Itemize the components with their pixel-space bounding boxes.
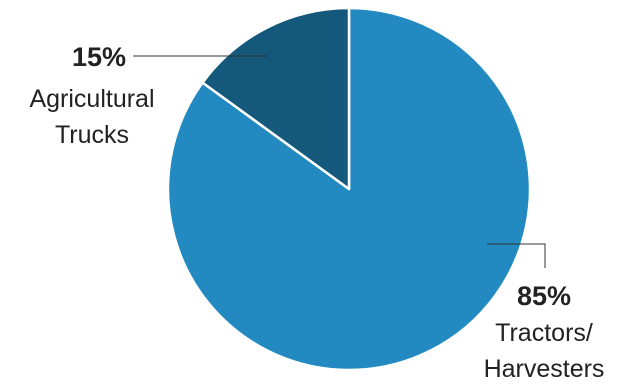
slice-label-agricultural-trucks-line2: Trucks [55, 121, 129, 149]
slice-value-label-agricultural-trucks: 15% [72, 42, 126, 72]
slice-value-label-tractors-harvesters: 85% [517, 281, 571, 311]
slice-label-tractors-harvesters-line2: Harvesters [484, 355, 605, 383]
slice-label-agricultural-trucks-line1: Agricultural [29, 85, 154, 113]
slice-label-tractors-harvesters-line1: Tractors/ [495, 319, 593, 347]
leader-line-tractors-harvesters [487, 243, 546, 268]
pie-slices [166, 6, 532, 372]
pie-slice-agricultural-trucks [201, 6, 351, 191]
